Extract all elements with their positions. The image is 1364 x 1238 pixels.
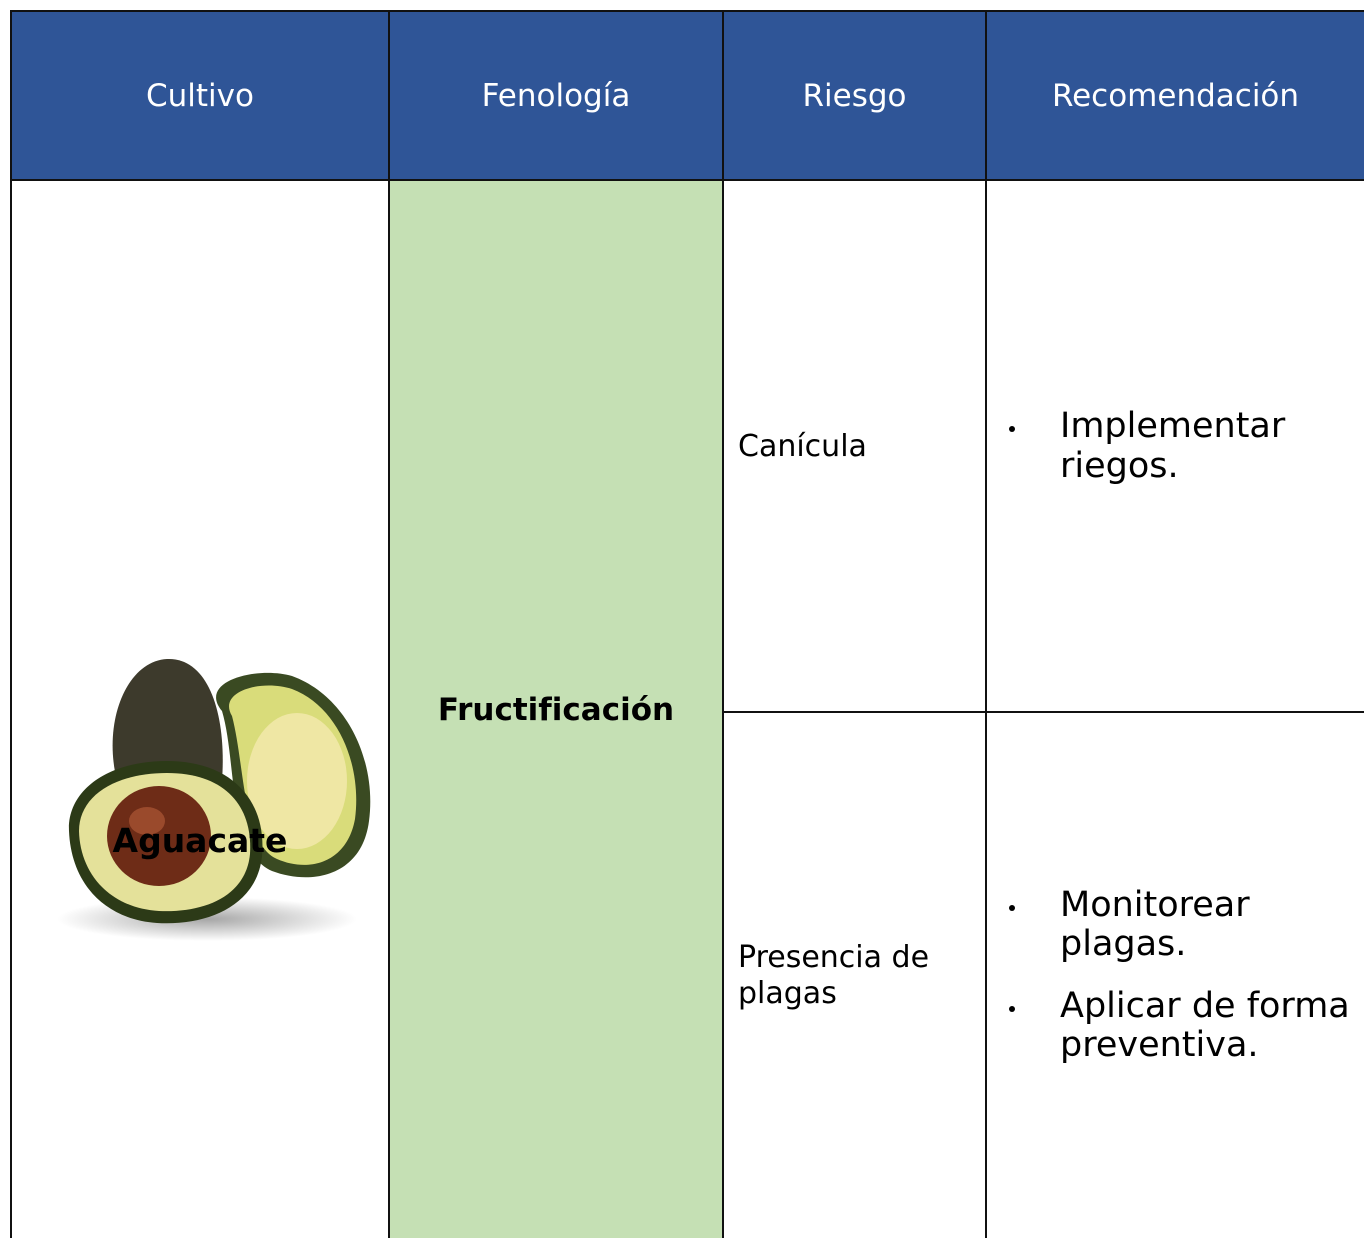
recommendation-list: Monitorear plagas. Aplicar de forma preve… — [987, 885, 1364, 1065]
header-text: Fenología — [481, 77, 631, 114]
header-text: Riesgo — [802, 77, 907, 114]
crop-name: Aguacate — [112, 821, 288, 860]
recommendation-list: Implementar riegos. — [987, 407, 1364, 485]
recommendation-item: Implementar riegos. — [1009, 407, 1364, 485]
risk-text: Canícula — [738, 428, 867, 464]
recommendation-cell: Monitorear plagas. Aplicar de forma preve… — [985, 711, 1364, 1238]
header-cell: Riesgo — [722, 10, 985, 181]
header-cell: Fenología — [388, 10, 722, 181]
recommendation-cell: Implementar riegos. — [985, 181, 1364, 712]
risk-text: Presencia de plagas — [738, 939, 930, 1011]
header-cell: Recomendación — [985, 10, 1364, 181]
crop-cell: Aguacate — [10, 181, 388, 1238]
recommendation-item: Monitorear plagas. — [1009, 885, 1364, 964]
risk-cell: Presencia de plagas — [722, 711, 985, 1238]
recommendation-item: Aplicar de forma preventiva. — [1009, 986, 1364, 1065]
header-text: Recomendación — [1051, 77, 1300, 114]
header-text: Cultivo — [146, 77, 254, 114]
risk-cell: Canícula — [722, 181, 985, 712]
header-cell: Cultivo — [10, 10, 388, 181]
phenology-text: Fructificación — [437, 691, 675, 728]
phenology-cell: Fructificación — [388, 181, 722, 1238]
avocado-image — [57, 658, 371, 941]
